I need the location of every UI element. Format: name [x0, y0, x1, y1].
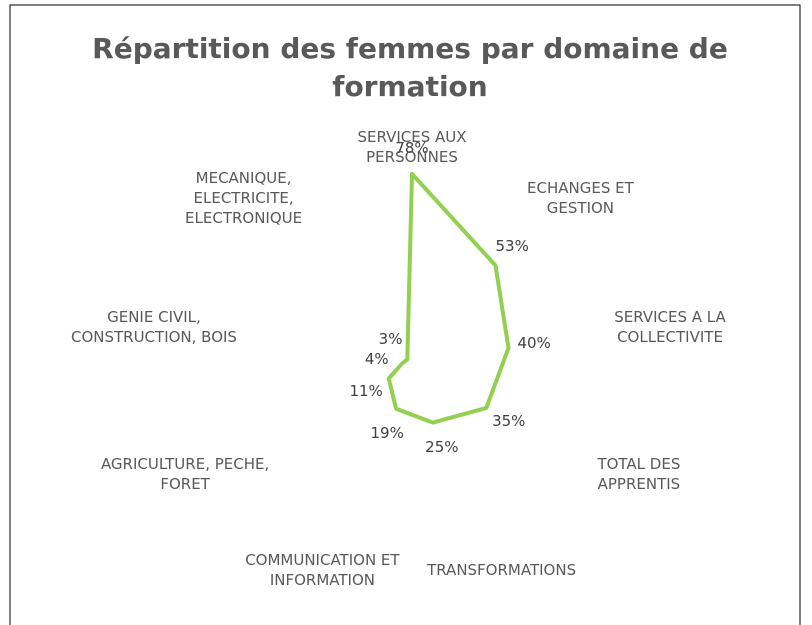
data-label: 11%: [349, 382, 383, 401]
data-label: 40%: [517, 334, 551, 353]
category-label: SERVICES AUX PERSONNES: [357, 128, 467, 166]
data-label: 78%: [395, 138, 429, 157]
category-label: MECANIQUE, ELECTRICITE, ELECTRONIQUE: [185, 169, 303, 227]
radar-line: [386, 171, 511, 425]
data-label: 3%: [378, 330, 403, 349]
data-label: 19%: [370, 424, 404, 443]
category-label: TRANSFORMATIONS: [427, 560, 577, 579]
category-label: GENIE CIVIL, CONSTRUCTION, BOIS: [70, 308, 237, 347]
data-label: 35%: [492, 411, 526, 430]
data-label: 25%: [425, 437, 459, 456]
data-label: 4%: [364, 349, 389, 368]
category-label: AGRICULTURE, PECHE, FORET: [100, 455, 270, 493]
frame: [9, 4, 801, 625]
data-label: 53%: [495, 236, 529, 255]
category-label: SERVICES A LA COLLECTIVITE: [614, 308, 726, 347]
category-label: TOTAL DES APPRENTIS: [597, 455, 681, 493]
category-label: ECHANGES ET GESTION: [527, 179, 634, 217]
chart-title: Répartition des femmes par domaine de fo…: [92, 32, 728, 103]
category-label: COMMUNICATION ET INFORMATION: [245, 550, 400, 589]
